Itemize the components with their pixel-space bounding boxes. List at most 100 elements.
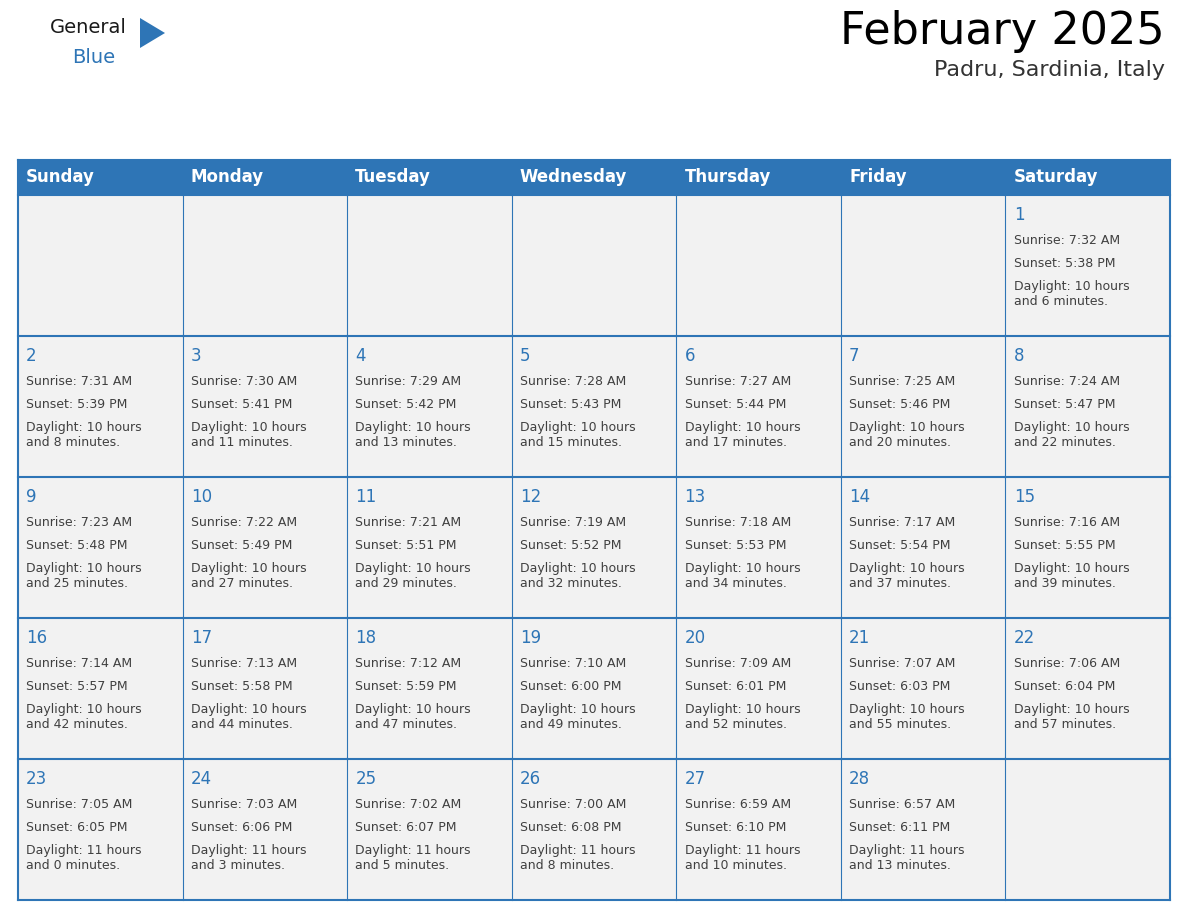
Bar: [183, 618, 347, 759]
Bar: [841, 195, 1005, 336]
Text: Sunset: 6:08 PM: Sunset: 6:08 PM: [520, 821, 621, 834]
Text: Daylight: 10 hours
and 34 minutes.: Daylight: 10 hours and 34 minutes.: [684, 562, 801, 589]
Text: Sunset: 5:41 PM: Sunset: 5:41 PM: [191, 398, 292, 411]
Text: Sunrise: 7:12 AM: Sunrise: 7:12 AM: [355, 657, 461, 670]
Text: Monday: Monday: [191, 169, 264, 186]
Text: 28: 28: [849, 770, 871, 789]
Bar: [841, 336, 1005, 477]
Bar: [676, 160, 841, 195]
Text: Sunset: 6:05 PM: Sunset: 6:05 PM: [26, 821, 128, 834]
Text: Sunrise: 7:28 AM: Sunrise: 7:28 AM: [520, 375, 626, 388]
Text: Sunrise: 7:24 AM: Sunrise: 7:24 AM: [1013, 375, 1120, 388]
Text: Sunrise: 7:06 AM: Sunrise: 7:06 AM: [1013, 657, 1120, 670]
Bar: [676, 759, 841, 900]
Bar: [1005, 160, 1170, 195]
Text: Sunset: 6:03 PM: Sunset: 6:03 PM: [849, 680, 950, 693]
Bar: [18, 618, 183, 759]
Text: Daylight: 10 hours
and 52 minutes.: Daylight: 10 hours and 52 minutes.: [684, 702, 801, 731]
Text: 19: 19: [520, 629, 541, 647]
Text: Daylight: 10 hours
and 17 minutes.: Daylight: 10 hours and 17 minutes.: [684, 420, 801, 449]
Text: Tuesday: Tuesday: [355, 169, 431, 186]
Text: Sunset: 5:47 PM: Sunset: 5:47 PM: [1013, 398, 1116, 411]
Text: 3: 3: [191, 347, 202, 365]
Text: Daylight: 10 hours
and 42 minutes.: Daylight: 10 hours and 42 minutes.: [26, 702, 141, 731]
Polygon shape: [140, 18, 165, 48]
Bar: [512, 336, 676, 477]
Bar: [347, 195, 512, 336]
Bar: [347, 618, 512, 759]
Text: 20: 20: [684, 629, 706, 647]
Text: Daylight: 10 hours
and 8 minutes.: Daylight: 10 hours and 8 minutes.: [26, 420, 141, 449]
Text: Sunset: 6:06 PM: Sunset: 6:06 PM: [191, 821, 292, 834]
Text: Sunset: 5:46 PM: Sunset: 5:46 PM: [849, 398, 950, 411]
Text: Sunset: 6:10 PM: Sunset: 6:10 PM: [684, 821, 786, 834]
Text: Sunrise: 7:32 AM: Sunrise: 7:32 AM: [1013, 234, 1120, 248]
Text: Sunday: Sunday: [26, 169, 95, 186]
Bar: [347, 336, 512, 477]
Text: Sunrise: 7:25 AM: Sunrise: 7:25 AM: [849, 375, 955, 388]
Bar: [841, 618, 1005, 759]
Text: Thursday: Thursday: [684, 169, 771, 186]
Text: Padru, Sardinia, Italy: Padru, Sardinia, Italy: [934, 60, 1165, 80]
Text: Daylight: 10 hours
and 15 minutes.: Daylight: 10 hours and 15 minutes.: [520, 420, 636, 449]
Text: Daylight: 10 hours
and 47 minutes.: Daylight: 10 hours and 47 minutes.: [355, 702, 470, 731]
Text: 23: 23: [26, 770, 48, 789]
Text: Daylight: 11 hours
and 13 minutes.: Daylight: 11 hours and 13 minutes.: [849, 844, 965, 871]
Text: 27: 27: [684, 770, 706, 789]
Text: 1: 1: [1013, 207, 1024, 224]
Bar: [841, 160, 1005, 195]
Text: Daylight: 10 hours
and 27 minutes.: Daylight: 10 hours and 27 minutes.: [191, 562, 307, 589]
Bar: [18, 336, 183, 477]
Text: Daylight: 10 hours
and 39 minutes.: Daylight: 10 hours and 39 minutes.: [1013, 562, 1130, 589]
Text: Sunrise: 7:27 AM: Sunrise: 7:27 AM: [684, 375, 791, 388]
Text: Daylight: 10 hours
and 44 minutes.: Daylight: 10 hours and 44 minutes.: [191, 702, 307, 731]
Text: Sunrise: 6:57 AM: Sunrise: 6:57 AM: [849, 799, 955, 812]
Text: Sunrise: 7:30 AM: Sunrise: 7:30 AM: [191, 375, 297, 388]
Text: Sunrise: 7:22 AM: Sunrise: 7:22 AM: [191, 517, 297, 530]
Text: 8: 8: [1013, 347, 1024, 365]
Text: 22: 22: [1013, 629, 1035, 647]
Text: Sunrise: 7:00 AM: Sunrise: 7:00 AM: [520, 799, 626, 812]
Text: Sunset: 5:42 PM: Sunset: 5:42 PM: [355, 398, 456, 411]
Bar: [841, 759, 1005, 900]
Bar: [18, 477, 183, 618]
Text: Sunrise: 7:14 AM: Sunrise: 7:14 AM: [26, 657, 132, 670]
Text: Sunset: 5:59 PM: Sunset: 5:59 PM: [355, 680, 457, 693]
Text: 12: 12: [520, 488, 542, 507]
Text: Sunset: 5:38 PM: Sunset: 5:38 PM: [1013, 257, 1116, 270]
Bar: [18, 195, 183, 336]
Text: Sunset: 5:51 PM: Sunset: 5:51 PM: [355, 539, 457, 552]
Bar: [676, 477, 841, 618]
Text: Daylight: 10 hours
and 20 minutes.: Daylight: 10 hours and 20 minutes.: [849, 420, 965, 449]
Text: Sunset: 6:07 PM: Sunset: 6:07 PM: [355, 821, 457, 834]
Text: Sunset: 5:39 PM: Sunset: 5:39 PM: [26, 398, 127, 411]
Text: Sunset: 6:04 PM: Sunset: 6:04 PM: [1013, 680, 1116, 693]
Bar: [676, 618, 841, 759]
Text: 21: 21: [849, 629, 871, 647]
Text: Sunset: 5:43 PM: Sunset: 5:43 PM: [520, 398, 621, 411]
Text: Daylight: 10 hours
and 6 minutes.: Daylight: 10 hours and 6 minutes.: [1013, 280, 1130, 308]
Text: Sunset: 5:53 PM: Sunset: 5:53 PM: [684, 539, 786, 552]
Text: Sunrise: 7:23 AM: Sunrise: 7:23 AM: [26, 517, 132, 530]
Text: Daylight: 11 hours
and 3 minutes.: Daylight: 11 hours and 3 minutes.: [191, 844, 307, 871]
Text: Daylight: 11 hours
and 8 minutes.: Daylight: 11 hours and 8 minutes.: [520, 844, 636, 871]
Text: Friday: Friday: [849, 169, 906, 186]
Text: Sunset: 5:54 PM: Sunset: 5:54 PM: [849, 539, 950, 552]
Text: 16: 16: [26, 629, 48, 647]
Text: Daylight: 11 hours
and 10 minutes.: Daylight: 11 hours and 10 minutes.: [684, 844, 800, 871]
Bar: [347, 477, 512, 618]
Text: Sunrise: 7:09 AM: Sunrise: 7:09 AM: [684, 657, 791, 670]
Text: Sunset: 6:11 PM: Sunset: 6:11 PM: [849, 821, 950, 834]
Bar: [512, 160, 676, 195]
Bar: [512, 618, 676, 759]
Text: 24: 24: [191, 770, 211, 789]
Bar: [512, 477, 676, 618]
Bar: [1005, 336, 1170, 477]
Bar: [18, 160, 183, 195]
Text: Sunrise: 6:59 AM: Sunrise: 6:59 AM: [684, 799, 791, 812]
Text: Sunrise: 7:02 AM: Sunrise: 7:02 AM: [355, 799, 462, 812]
Text: Daylight: 11 hours
and 5 minutes.: Daylight: 11 hours and 5 minutes.: [355, 844, 470, 871]
Text: Sunrise: 7:05 AM: Sunrise: 7:05 AM: [26, 799, 133, 812]
Text: Daylight: 10 hours
and 22 minutes.: Daylight: 10 hours and 22 minutes.: [1013, 420, 1130, 449]
Text: Sunrise: 7:10 AM: Sunrise: 7:10 AM: [520, 657, 626, 670]
